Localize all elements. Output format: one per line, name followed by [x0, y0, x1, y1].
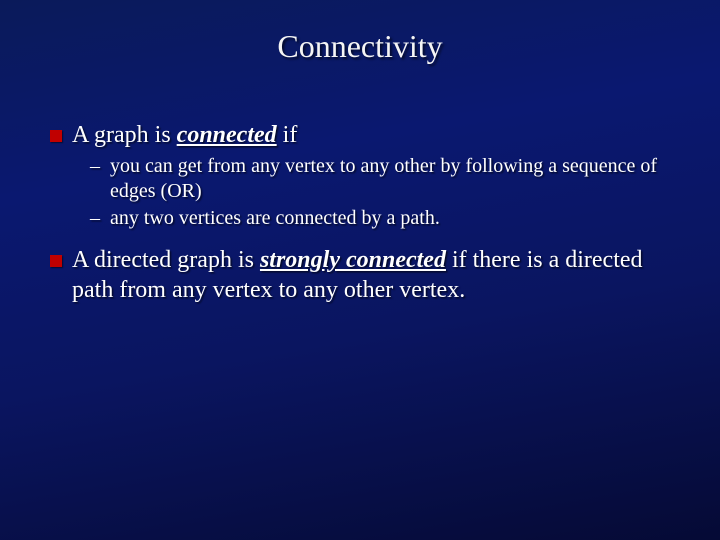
slide-title: Connectivity: [50, 28, 670, 65]
square-bullet-icon: [50, 130, 62, 142]
sub-bullet-text: you can get from any vertex to any other…: [110, 154, 670, 204]
emphasis-term: connected: [177, 122, 277, 148]
bullet-text: A directed graph is strongly connected i…: [72, 245, 670, 305]
square-bullet-icon: [50, 255, 62, 267]
sub-bullet-text: any two vertices are connected by a path…: [110, 206, 670, 231]
text-segment: if: [277, 122, 298, 148]
dash-icon: –: [90, 154, 100, 179]
slide: Connectivity A graph is connected if – y…: [0, 0, 720, 540]
text-segment: A directed graph is: [72, 247, 260, 273]
sub-bullet-item: – any two vertices are connected by a pa…: [90, 206, 670, 231]
bullet-item: A graph is connected if: [50, 120, 670, 150]
sub-bullet-list: – you can get from any vertex to any oth…: [50, 154, 670, 231]
bullet-item: A directed graph is strongly connected i…: [50, 245, 670, 305]
text-segment: A graph is: [72, 122, 177, 148]
sub-bullet-item: – you can get from any vertex to any oth…: [90, 154, 670, 204]
bullet-text: A graph is connected if: [72, 120, 670, 150]
slide-body: A graph is connected if – you can get fr…: [50, 120, 670, 305]
emphasis-term: strongly connected: [260, 247, 446, 273]
dash-icon: –: [90, 206, 100, 231]
